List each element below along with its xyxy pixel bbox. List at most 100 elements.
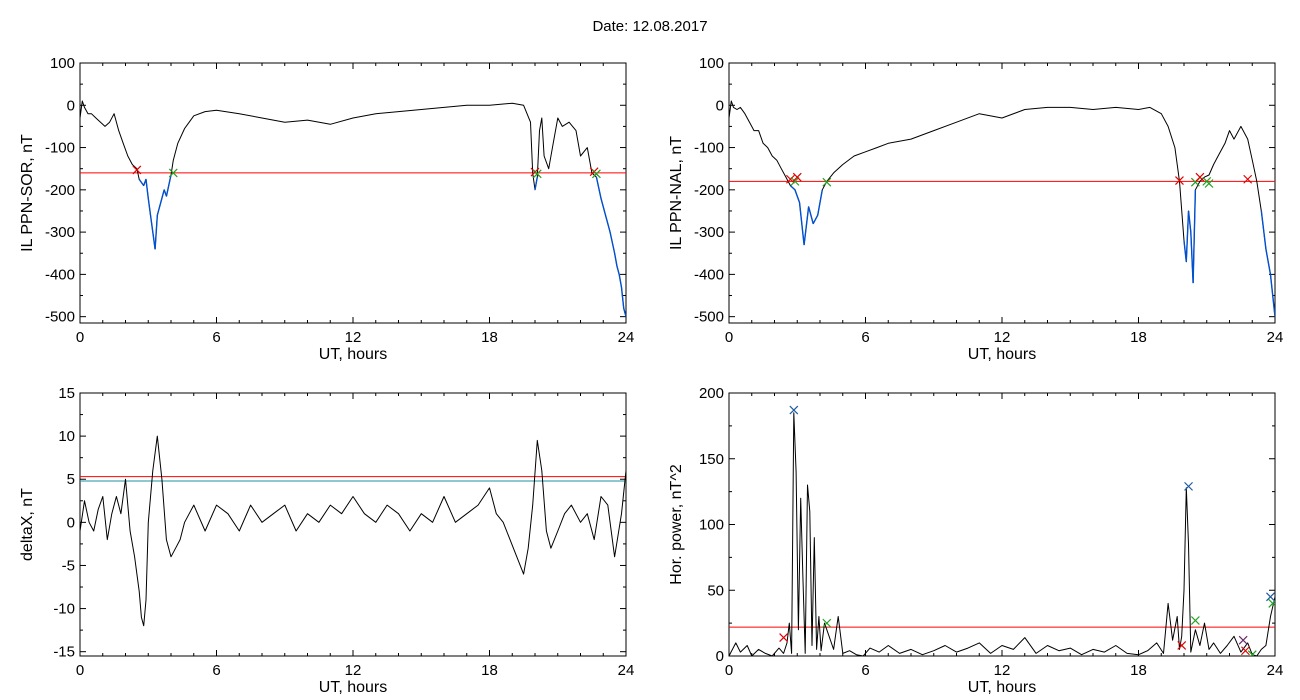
series-highlight-segment bbox=[158, 198, 163, 207]
marker-cross-stroke bbox=[779, 633, 789, 643]
series-highlight-segment bbox=[803, 206, 810, 245]
marker-cross bbox=[1268, 598, 1275, 608]
plot-area bbox=[80, 100, 626, 317]
series-highlight-segment bbox=[165, 185, 170, 197]
y-tick-label: 100 bbox=[699, 517, 724, 534]
marker-cross bbox=[1195, 172, 1205, 182]
y-tick-label: -400 bbox=[45, 266, 75, 283]
marker-cross-stroke bbox=[1175, 176, 1184, 185]
series-highlight-segment bbox=[595, 176, 602, 199]
x-axis-label: UT, hours bbox=[319, 346, 387, 363]
marker-cross-stroke bbox=[1204, 179, 1214, 188]
series-highlight-segment bbox=[1192, 189, 1197, 283]
series-highlight-segment bbox=[618, 274, 623, 288]
x-tick-label: 6 bbox=[861, 329, 869, 346]
series-highlight-segment bbox=[138, 178, 145, 187]
y-tick-label: -5 bbox=[62, 557, 75, 574]
x-tick-label: 12 bbox=[345, 329, 362, 346]
marker-cross bbox=[822, 618, 832, 628]
series-highlight-segment bbox=[154, 215, 159, 250]
marker-cross bbox=[1184, 481, 1193, 491]
chart-panel-il-ppn-sor: 0 6 12 18 24 100 0 -100 -200 -300 -400 -500 UT, hour… bbox=[19, 55, 634, 363]
y-tick-label: 100 bbox=[50, 55, 75, 72]
series-highlight-segment bbox=[1265, 248, 1272, 275]
marker-cross bbox=[1243, 174, 1253, 184]
marker-cross bbox=[786, 174, 795, 184]
x-axis-label: UT, hours bbox=[968, 346, 1036, 363]
marker-cross bbox=[789, 405, 799, 415]
y-tick-label: -500 bbox=[45, 309, 75, 326]
series-highlight-segment bbox=[600, 198, 607, 216]
plot-frame bbox=[79, 62, 627, 324]
marker-cross-stroke bbox=[792, 172, 802, 182]
marker-cross-stroke bbox=[592, 169, 601, 179]
figure-title: Date: 12.08.2017 bbox=[592, 18, 708, 35]
series-highlight-segment bbox=[817, 189, 823, 216]
y-tick-label: -200 bbox=[694, 182, 724, 199]
y-tick-label: 150 bbox=[699, 451, 724, 468]
marker-cross bbox=[532, 169, 542, 179]
y-axis-label: deltaX, nT bbox=[19, 488, 36, 561]
marker-cross bbox=[1241, 646, 1250, 656]
y-tick-label: -200 bbox=[45, 182, 75, 199]
y-tick-label: -500 bbox=[694, 309, 724, 326]
x-tick-label: 0 bbox=[76, 329, 84, 346]
x-tick-label: 18 bbox=[1130, 662, 1147, 679]
y-axis-label: IL PPN-SOR, nT bbox=[19, 134, 36, 252]
marker-cross-stroke bbox=[822, 177, 832, 187]
series-line bbox=[729, 412, 1275, 656]
y-tick-label: 10 bbox=[58, 428, 75, 445]
marker-cross bbox=[1204, 179, 1214, 188]
y-tick-label: 5 bbox=[67, 471, 75, 488]
y-axis-label: IL PPN-NAL, nT bbox=[668, 136, 685, 250]
marker-cross bbox=[1247, 650, 1257, 656]
series-highlight-segment bbox=[1187, 210, 1192, 233]
x-tick-label: 6 bbox=[212, 329, 220, 346]
marker-cross-stroke bbox=[786, 174, 795, 184]
marker-cross-stroke bbox=[789, 405, 799, 415]
marker-cross-stroke bbox=[532, 169, 542, 179]
marker-cross-stroke bbox=[1190, 616, 1200, 625]
marker-cross-stroke bbox=[1238, 635, 1248, 645]
x-tick-label: 18 bbox=[481, 662, 498, 679]
marker-cross-stroke bbox=[1268, 600, 1275, 608]
marker-cross bbox=[779, 633, 789, 643]
series-highlight-segment bbox=[145, 179, 149, 199]
plot-frame bbox=[79, 392, 627, 657]
x-axis-label: UT, hours bbox=[319, 679, 387, 696]
series-highlight-segment bbox=[168, 174, 172, 186]
marker-cross-stroke bbox=[168, 168, 178, 178]
x-tick-label: 18 bbox=[1130, 329, 1147, 346]
y-tick-label: 100 bbox=[699, 55, 724, 72]
y-tick-label: -400 bbox=[694, 266, 724, 283]
plot-frame bbox=[728, 62, 1276, 324]
series-highlight-segment bbox=[1269, 274, 1275, 317]
y-tick-label: -15 bbox=[53, 644, 75, 661]
plot-area bbox=[729, 405, 1275, 656]
chart-panel-deltax: 0 6 12 18 24 15 10 5 0 -5 -10 -15 UT, hours deltaX, n… bbox=[19, 385, 634, 696]
series-highlight-segment bbox=[161, 189, 165, 199]
series-highlight-segment bbox=[609, 231, 616, 254]
marker-cross-stroke bbox=[1177, 641, 1187, 650]
marker-cross-stroke bbox=[1195, 172, 1205, 182]
x-tick-label: 24 bbox=[1267, 329, 1284, 346]
marker-cross-stroke bbox=[1241, 646, 1250, 656]
marker-cross bbox=[1238, 635, 1248, 645]
series-highlight-segment bbox=[147, 198, 152, 216]
series-highlight-segment bbox=[620, 286, 625, 309]
series-line bbox=[729, 100, 1275, 317]
x-tick-label: 24 bbox=[1267, 662, 1284, 679]
series-highlight-segment bbox=[789, 185, 796, 191]
series-highlight-segment bbox=[1260, 210, 1267, 250]
marker-cross-stroke bbox=[132, 165, 142, 175]
series-highlight-segment bbox=[534, 177, 538, 190]
x-tick-label: 12 bbox=[994, 329, 1011, 346]
y-tick-label: -300 bbox=[694, 224, 724, 241]
marker-cross bbox=[1177, 641, 1187, 650]
series-highlight-segment bbox=[156, 206, 161, 216]
marker-cross bbox=[592, 169, 601, 179]
marker-cross-stroke bbox=[1266, 592, 1275, 602]
series-highlight-segment bbox=[807, 206, 814, 224]
x-tick-label: 0 bbox=[725, 662, 733, 679]
